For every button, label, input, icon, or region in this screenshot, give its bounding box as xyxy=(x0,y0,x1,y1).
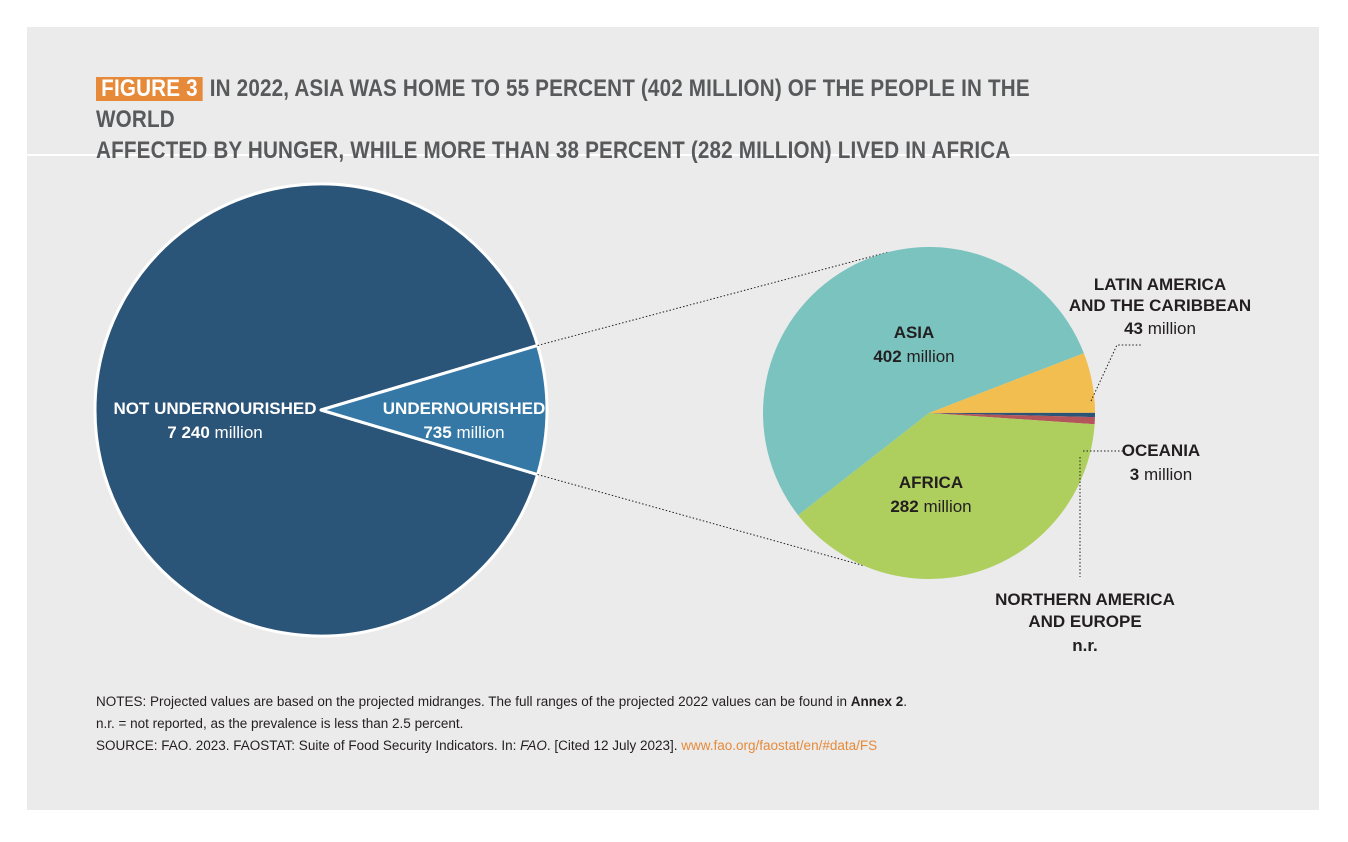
zoom-connector-lines xyxy=(537,251,889,567)
slice-africa xyxy=(798,413,1095,580)
value-undernourished: 735 million xyxy=(423,423,504,442)
label-latin-america-line2: AND THE CARIBBEAN xyxy=(1069,296,1251,315)
notes-line1: NOTES: Projected values are based on the… xyxy=(96,694,908,709)
slice-northern-america-europe xyxy=(929,413,1095,425)
figure-panel: FIGURE 3 IN 2022, ASIA WAS HOME TO 55 PER… xyxy=(27,27,1319,810)
label-northern-america-line1: NORTHERN AMERICA xyxy=(995,590,1175,609)
figure-notes: NOTES: Projected values are based on the… xyxy=(96,691,1276,757)
label-not-undernourished: NOT UNDERNOURISHED xyxy=(113,399,316,418)
figure-title-line2: AFFECTED BY HUNGER, WHILE MORE THAN 38 P… xyxy=(96,137,1011,164)
label-oceania: OCEANIA xyxy=(1122,441,1200,460)
source-link[interactable]: www.fao.org/faostat/en/#data/FS xyxy=(681,738,878,753)
figure-title-line1: IN 2022, ASIA WAS HOME TO 55 PERCENT (40… xyxy=(96,75,1030,133)
slice-oceania xyxy=(929,412,1095,418)
slice-undernourished xyxy=(319,343,549,477)
value-northern-america: n.r. xyxy=(1072,636,1098,655)
label-africa: AFRICA xyxy=(899,473,963,492)
value-asia: 402 million xyxy=(873,347,954,366)
label-northern-america-line2: AND EUROPE xyxy=(1028,612,1141,631)
figure-header: FIGURE 3 IN 2022, ASIA WAS HOME TO 55 PER… xyxy=(27,27,1319,164)
notes-line2: n.r. = not reported, as the prevalence i… xyxy=(96,716,464,731)
value-latin-america: 43 million xyxy=(1124,319,1196,338)
figure-title: FIGURE 3 IN 2022, ASIA WAS HOME TO 55 PER… xyxy=(96,73,1094,166)
value-not-undernourished: 7 240 million xyxy=(167,423,262,442)
connector-bottom xyxy=(537,474,865,567)
figure-label-badge: FIGURE 3 xyxy=(96,77,203,101)
label-asia: ASIA xyxy=(894,323,935,342)
label-latin-america-line1: LATIN AMERICA xyxy=(1094,275,1226,294)
slice-not-undernourished xyxy=(93,182,540,638)
undernourished-by-region-pie xyxy=(763,247,1095,580)
slice-asia xyxy=(763,247,1084,516)
source-line: SOURCE: FAO. 2023. FAOSTAT: Suite of Foo… xyxy=(96,738,878,753)
value-oceania: 3 million xyxy=(1130,465,1192,484)
label-undernourished: UNDERNOURISHED xyxy=(383,399,545,418)
leader-latin-america xyxy=(1090,344,1142,402)
connector-top xyxy=(537,251,889,346)
leader-lines xyxy=(1079,344,1142,577)
pie-charts: NOT UNDERNOURISHED 7 240 million UNDERNO… xyxy=(93,182,1251,655)
value-africa: 282 million xyxy=(890,497,971,516)
total-population-pie xyxy=(93,182,549,638)
slice-latin-america xyxy=(929,353,1095,413)
